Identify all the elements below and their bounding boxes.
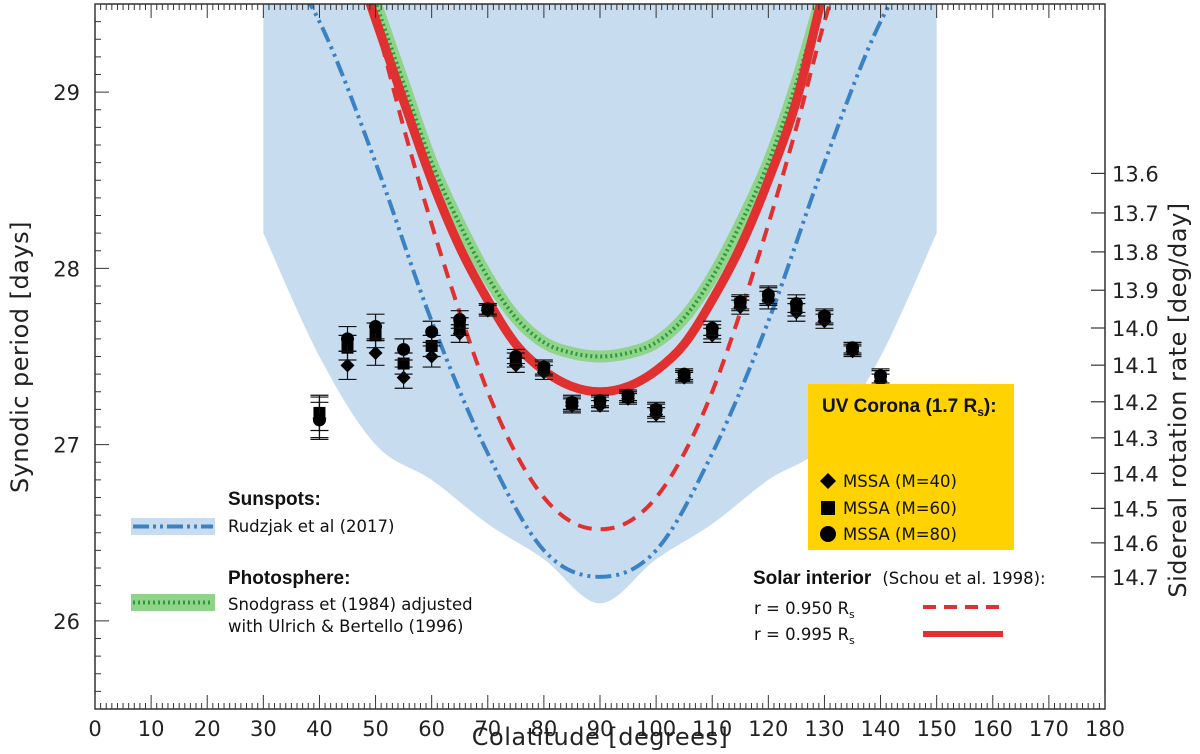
- data-point-diamond: [340, 358, 355, 373]
- legend-photosphere: Photosphere: Snodgrass et (1984) adjuste…: [131, 568, 473, 636]
- x-tick-label: 150: [917, 717, 957, 741]
- data-point-circle: [481, 302, 495, 316]
- y2-tick-label: 14.6: [1112, 532, 1159, 556]
- data-point-circle: [537, 360, 551, 374]
- legend-interior-r2-text: r = 0.995 R: [754, 625, 849, 644]
- data-point-circle: [621, 388, 635, 402]
- data-point-circle: [761, 288, 775, 302]
- x-tick-label: 50: [362, 717, 389, 741]
- interior-0950-curve: [368, 4, 832, 532]
- curve-layer: [307, 4, 893, 579]
- uv-legend-diamond-marker: [820, 473, 836, 489]
- uv-corona-title: UV Corona (1.7 Rs):: [822, 396, 997, 419]
- y2-tick-label: 14.3: [1112, 427, 1159, 451]
- legend-interior-heading: Solar interior (Schou et al. 1998):: [753, 568, 1046, 589]
- y2-tick-label: 14.0: [1112, 317, 1159, 341]
- photosphere-curve: [373, 4, 822, 359]
- legend-uv-corona: UV Corona (1.7 Rs): MSSA (M=40) MSSA (M=…: [808, 384, 1014, 550]
- x-tick-label: 40: [306, 717, 333, 741]
- y2-tick-label: 14.7: [1112, 566, 1159, 590]
- data-point-circle: [817, 309, 831, 323]
- data-point-circle: [705, 321, 719, 335]
- legend-interior-r1: r = 0.950 Rs: [754, 599, 855, 621]
- y2-tick-label: 13.8: [1112, 241, 1159, 265]
- x-tick-label: 170: [1029, 717, 1069, 741]
- uv-corona-box: [808, 384, 1014, 550]
- data-point-circle: [733, 295, 747, 309]
- x-tick-label: 90: [587, 717, 614, 741]
- data-point-circle: [846, 341, 859, 355]
- x-tick-label: 180: [1085, 717, 1125, 741]
- y-tick-label: 26: [53, 610, 80, 634]
- x-tick-label: 20: [194, 717, 221, 741]
- x-tick-label: 130: [804, 717, 844, 741]
- uv-corona-title-close: ):: [984, 396, 997, 417]
- legend-solar-interior: Solar interior (Schou et al. 1998): r = …: [753, 568, 1046, 647]
- legend-interior-r1-text: r = 0.950 R: [754, 599, 849, 618]
- y2-axis-title: Sidereal rotation rate [deg/day]: [1164, 202, 1192, 597]
- y2-tick-label: 14.1: [1112, 354, 1159, 378]
- uv-legend-m60: MSSA (M=60): [843, 499, 957, 518]
- x-tick-label: 10: [138, 717, 165, 741]
- interior-0995-curve: [365, 4, 825, 397]
- data-point-circle: [312, 413, 326, 427]
- x-tick-label: 0: [88, 717, 101, 741]
- x-tick-label: 60: [418, 717, 445, 741]
- sunspots-curve: [307, 4, 893, 579]
- y2-tick-label: 13.7: [1112, 202, 1159, 226]
- data-point-circle: [789, 297, 803, 311]
- y-axis-title: Synodic period [days]: [6, 221, 34, 493]
- legend-sunspots-label: Rudzjak et al (2017): [228, 517, 394, 536]
- y2-tick-label: 14.5: [1112, 497, 1159, 521]
- data-point-circle: [649, 402, 663, 416]
- uv-legend-circle-marker: [820, 526, 836, 542]
- data-point-circle: [453, 312, 467, 326]
- uv-corona-title-sub: s: [977, 405, 984, 419]
- uv-legend-m80: MSSA (M=80): [843, 525, 957, 544]
- data-point-circle: [341, 332, 354, 346]
- data-point-circle: [509, 350, 523, 363]
- x-axis-title: Colatitude [degrees]: [472, 723, 728, 751]
- legend-interior-ref: (Schou et al. 1998):: [882, 569, 1045, 588]
- data-point-diamond: [368, 345, 383, 360]
- data-point-circle: [593, 394, 607, 408]
- legend-photosphere-title: Photosphere:: [228, 568, 350, 589]
- data-point-circle: [369, 320, 383, 334]
- data-point-circle: [565, 395, 579, 409]
- tick-label-layer: 0 10 20 30 40 50 60 70 80 90 100 110 120 130 140 150 160…: [53, 81, 1159, 741]
- x-tick-label: 70: [474, 717, 501, 741]
- y2-tick-label: 13.6: [1112, 162, 1159, 186]
- uv-corona-title-text: UV Corona (1.7 R: [822, 396, 977, 417]
- uv-legend-square-marker: [821, 501, 835, 515]
- legend-interior-title: Solar interior: [753, 568, 872, 589]
- x-tick-label: 140: [861, 717, 901, 741]
- y-tick-label: 28: [53, 257, 80, 281]
- data-point-circle: [425, 325, 439, 339]
- x-tick-label: 30: [250, 717, 277, 741]
- legend-sunspots-title: Sunspots:: [228, 489, 321, 510]
- y2-tick-label: 14.2: [1112, 391, 1159, 415]
- legend-sunspots: Sunspots: Rudzjak et al (2017): [131, 489, 394, 536]
- legend-photosphere-line2: with Ulrich & Bertello (1996): [228, 617, 463, 636]
- x-tick-label: 100: [636, 717, 676, 741]
- legend-interior-r2-sub: s: [849, 634, 855, 647]
- data-point-circle: [397, 342, 411, 356]
- data-point-circle: [677, 367, 691, 381]
- x-tick-label: 110: [692, 717, 732, 741]
- x-tick-label: 160: [973, 717, 1013, 741]
- y-tick-label: 27: [53, 434, 80, 458]
- data-point-layer: [310, 285, 890, 440]
- legend-interior-r2: r = 0.995 Rs: [754, 625, 855, 647]
- legend-interior-r1-sub: s: [849, 608, 855, 621]
- data-point-circle: [874, 369, 888, 383]
- y2-tick-label: 13.9: [1112, 279, 1159, 303]
- legend-photosphere-line1: Snodgrass et (1984) adjusted: [228, 595, 473, 614]
- x-tick-label: 80: [531, 717, 558, 741]
- uv-legend-m40: MSSA (M=40): [843, 472, 957, 491]
- x-tick-label: 120: [748, 717, 788, 741]
- tick-layer: [94, 3, 1106, 710]
- y-tick-label: 29: [53, 81, 80, 105]
- y2-tick-label: 14.4: [1112, 462, 1159, 486]
